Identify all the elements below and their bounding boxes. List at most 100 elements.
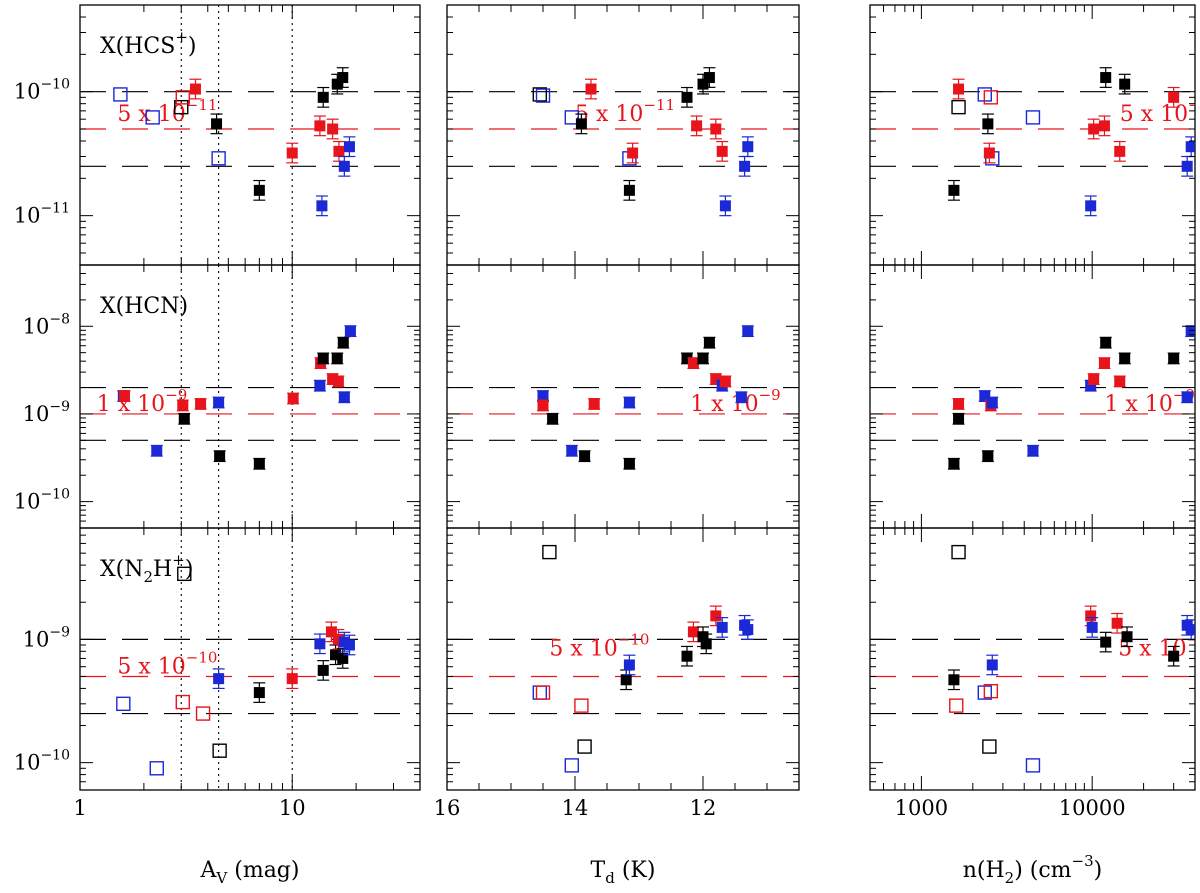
- open-marker: [195, 706, 211, 721]
- filled-marker: [314, 638, 326, 650]
- filled-marker: [1098, 357, 1110, 369]
- data-point: [585, 78, 597, 100]
- filled-marker: [1181, 391, 1193, 403]
- data-point: [212, 396, 225, 409]
- row-label-n2h: X(N2H+): [100, 551, 193, 586]
- filled-marker: [1085, 200, 1097, 212]
- filled-marker: [681, 91, 693, 103]
- data-point: [947, 179, 960, 201]
- filled-marker: [338, 391, 350, 403]
- x-tick-label: 1: [73, 796, 86, 820]
- data-point: [213, 450, 226, 463]
- filled-marker: [253, 184, 265, 196]
- filled-marker: [327, 373, 339, 385]
- filled-marker: [953, 398, 965, 410]
- filled-marker: [588, 398, 600, 410]
- open-marker: [951, 544, 966, 560]
- data-point: [174, 99, 189, 115]
- data-point: [1098, 115, 1111, 137]
- data-point: [981, 113, 994, 135]
- data-point: [1113, 375, 1126, 388]
- filled-marker: [343, 141, 355, 153]
- open-marker: [113, 87, 128, 102]
- filled-marker: [338, 160, 350, 172]
- data-point: [326, 118, 339, 140]
- filled-marker: [983, 147, 995, 159]
- data-point: [697, 73, 709, 95]
- data-point: [1084, 195, 1097, 217]
- data-point: [1098, 357, 1111, 370]
- data-point: [118, 390, 131, 402]
- open-marker: [983, 90, 999, 105]
- data-point: [588, 398, 601, 410]
- filled-marker: [1098, 120, 1110, 132]
- data-point: [317, 86, 330, 108]
- open-marker: [535, 88, 551, 103]
- filled-marker: [623, 458, 635, 470]
- y-tick-label: 10−10: [14, 77, 70, 104]
- data-point: [709, 118, 722, 140]
- filled-marker: [214, 450, 226, 462]
- data-point: [700, 633, 713, 655]
- y-tick-label: 10−10: [14, 487, 70, 514]
- data-point: [983, 142, 996, 164]
- filled-marker: [537, 390, 549, 402]
- filled-marker: [1100, 72, 1112, 84]
- filled-marker: [333, 145, 345, 157]
- data-point: [1181, 155, 1194, 177]
- reference-annotation: 5 x 10−11: [1120, 96, 1200, 127]
- data-point: [313, 115, 326, 137]
- data-point: [623, 457, 636, 470]
- data-point: [212, 668, 225, 690]
- data-point: [574, 698, 589, 713]
- filled-marker: [700, 638, 712, 650]
- y-tick-label: 10−8: [23, 311, 70, 338]
- data-point: [343, 136, 356, 158]
- filled-marker: [547, 413, 559, 425]
- data-point: [947, 669, 960, 691]
- filled-marker: [1027, 445, 1039, 457]
- data-point: [175, 694, 190, 710]
- filled-marker: [953, 83, 965, 95]
- panel-frame: [869, 4, 1196, 266]
- open-marker: [211, 151, 226, 166]
- filled-marker: [213, 397, 225, 409]
- data-point: [1099, 67, 1112, 88]
- filled-marker: [982, 118, 994, 130]
- reference-annotation: 5 x 10−11: [117, 96, 217, 127]
- panel-hcs-td: 5 x 10−11: [446, 4, 800, 266]
- filled-marker: [1185, 141, 1195, 153]
- reference-annotation: 1 x 10−9: [690, 386, 781, 417]
- filled-marker: [1119, 352, 1131, 364]
- filled-marker: [1168, 352, 1180, 364]
- filled-marker: [314, 120, 326, 132]
- data-point: [735, 391, 748, 404]
- data-point: [176, 399, 189, 412]
- data-point: [564, 758, 579, 773]
- reference-annotation: 5 x 10−10: [549, 630, 649, 661]
- panel-n2h-td: 5 x 10−10: [446, 527, 800, 791]
- data-point: [703, 336, 716, 349]
- filled-marker: [697, 78, 709, 90]
- open-marker: [175, 90, 190, 105]
- data-point: [332, 375, 345, 388]
- filled-marker: [979, 390, 991, 402]
- data-point: [313, 379, 326, 392]
- filled-marker: [953, 413, 965, 425]
- panel-hcs-av: 5 x 10−11 10−11 10−10 X(HCS+): [14, 4, 421, 266]
- panel-hcn-av: 1 x 10−9 10−10 10−9 10−8 X(HCN): [14, 264, 421, 529]
- data-point: [336, 67, 349, 88]
- filled-marker: [575, 118, 587, 130]
- filled-marker: [697, 631, 709, 643]
- filled-marker: [710, 373, 722, 385]
- filled-marker: [253, 687, 265, 699]
- data-point: [542, 544, 557, 560]
- data-point: [681, 86, 693, 108]
- filled-marker: [982, 450, 994, 462]
- data-point: [189, 78, 202, 100]
- data-point: [253, 457, 266, 470]
- data-point: [564, 110, 579, 125]
- filled-marker: [286, 673, 298, 685]
- filled-marker: [317, 352, 329, 364]
- data-point: [344, 325, 357, 338]
